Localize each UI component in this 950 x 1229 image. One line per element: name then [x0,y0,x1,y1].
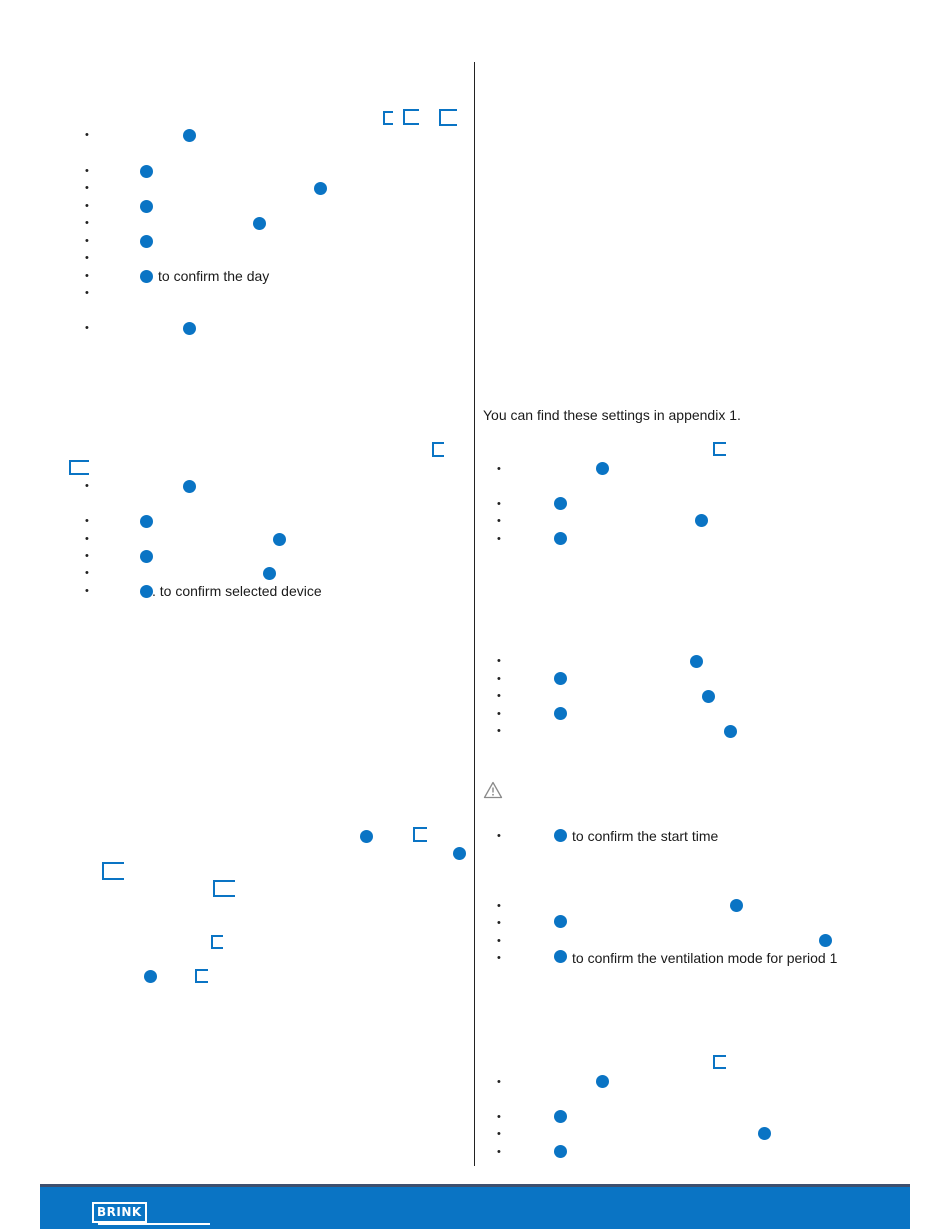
round-button-icon [140,165,153,178]
bullet-marker: • [497,725,501,737]
bullet-marker: • [85,270,89,282]
menu-bracket-icon [403,109,419,125]
appendix-reference-text: You can find these settings in appendix … [483,407,741,423]
bullet-marker: • [85,200,89,212]
menu-bracket-icon [213,880,235,897]
round-button-icon [724,725,737,738]
bullet-marker: • [497,655,501,667]
round-button-icon [183,129,196,142]
bullet-marker: • [85,287,89,299]
round-button-icon [596,462,609,475]
round-button-icon [554,707,567,720]
bullet-marker: • [497,1128,501,1140]
round-button-icon [596,1075,609,1088]
menu-bracket-icon [195,969,208,983]
round-button-icon [554,1145,567,1158]
bullet-marker: • [85,567,89,579]
bullet-marker: • [85,182,89,194]
bullet-marker: • [85,515,89,527]
menu-bracket-icon [383,111,393,125]
round-button-icon [140,550,153,563]
round-button-icon [695,514,708,527]
round-button-icon [554,829,567,842]
confirm-start-time-text: to confirm the start time [572,828,719,844]
menu-bracket-icon [69,460,89,475]
round-button-icon [144,970,157,983]
round-button-icon [314,182,327,195]
round-button-icon [758,1127,771,1140]
round-button-icon [140,515,153,528]
bullet-marker: • [497,498,501,510]
round-button-icon [690,655,703,668]
confirm-ventilation-mode-text: to confirm the ventilation mode for peri… [572,950,838,966]
bullet-marker: • [85,480,89,492]
round-button-icon [554,532,567,545]
bullet-marker: • [85,533,89,545]
round-button-icon [730,899,743,912]
bullet-marker: • [85,129,89,141]
round-button-icon [554,1110,567,1123]
round-button-icon [554,950,567,963]
bullet-marker: • [497,917,501,929]
bullet-marker: • [497,673,501,685]
confirm-day-text: to confirm the day [158,268,270,284]
bullet-marker: • [497,708,501,720]
round-button-icon [183,480,196,493]
bullet-marker: • [497,900,501,912]
bullet-marker: • [85,165,89,177]
round-button-icon [273,533,286,546]
bullet-marker: • [497,463,501,475]
bullet-marker: • [85,235,89,247]
bullet-marker: • [497,690,501,702]
round-button-icon [253,217,266,230]
round-button-icon [140,270,153,283]
menu-bracket-icon [102,862,124,880]
brand-logo: BRINK [92,1202,147,1223]
bullet-marker: • [85,585,89,597]
round-button-icon [360,830,373,843]
column-divider [474,62,475,1166]
bullet-marker: • [497,935,501,947]
bullet-marker: • [497,1076,501,1088]
menu-bracket-icon [211,935,223,949]
footer-underline [98,1223,210,1225]
bullet-marker: • [497,515,501,527]
bullet-marker: • [85,217,89,229]
bullet-marker: • [85,252,89,264]
menu-bracket-icon [432,442,444,457]
bullet-marker: • [85,550,89,562]
bullet-marker: • [497,1111,501,1123]
page-footer: BRINK [40,1184,910,1229]
round-button-icon [554,915,567,928]
menu-bracket-icon [413,827,427,842]
round-button-icon [554,672,567,685]
round-button-icon [183,322,196,335]
round-button-icon [554,497,567,510]
round-button-icon [140,235,153,248]
bullet-marker: • [85,322,89,334]
menu-bracket-icon [713,1055,726,1069]
bullet-marker: • [497,952,501,964]
bullet-marker: • [497,830,501,842]
menu-bracket-icon [439,109,457,126]
warning-triangle-icon [483,781,503,799]
round-button-icon [453,847,466,860]
bullet-marker: • [497,533,501,545]
round-button-icon [702,690,715,703]
menu-bracket-icon [713,442,726,456]
confirm-device-text: . to confirm selected device [152,583,322,599]
round-button-icon [140,585,153,598]
round-button-icon [263,567,276,580]
bullet-marker: • [497,1146,501,1158]
round-button-icon [819,934,832,947]
round-button-icon [140,200,153,213]
